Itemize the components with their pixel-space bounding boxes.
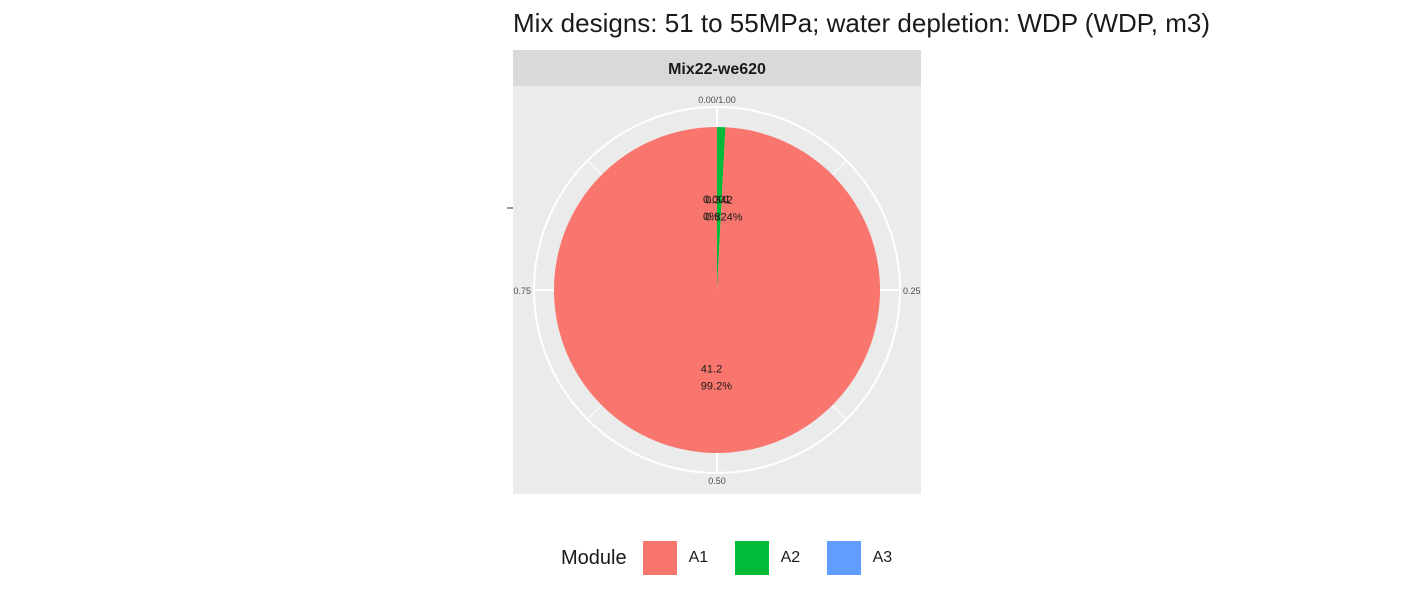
legend-key-a1 bbox=[642, 541, 677, 575]
value-label-a1: 41.2 bbox=[701, 364, 722, 376]
pie-slices bbox=[553, 127, 880, 453]
legend-key-a3 bbox=[826, 541, 861, 575]
angle-tick-label: 0.00/1.00 bbox=[698, 95, 736, 105]
slice-labels: 0.001 0% 0.342 0.824% 41.2 99.2% bbox=[701, 194, 743, 392]
value-label-a2: 0.342 bbox=[705, 194, 733, 206]
legend-item-a2: A2 bbox=[734, 541, 815, 575]
legend-item-a3: A3 bbox=[826, 541, 907, 575]
facet-strip bbox=[513, 50, 921, 86]
legend-item-a1: A1 bbox=[642, 541, 723, 575]
pie-slice-a1 bbox=[553, 127, 880, 453]
legend-title: Module bbox=[561, 546, 627, 569]
legend: Module A1 A2 A3 bbox=[561, 540, 919, 576]
angle-tick-label: 0.25 bbox=[903, 286, 921, 296]
legend-label-a1: A1 bbox=[688, 549, 709, 566]
facet-label: Mix22-we620 bbox=[668, 61, 766, 78]
chart-title: Mix designs: 51 to 55MPa; water depletio… bbox=[513, 8, 1210, 38]
legend-label-a3: A3 bbox=[872, 549, 893, 566]
angle-tick-labels: 0.00/1.00 0.25 0.50 0.75 bbox=[513, 95, 920, 486]
percent-label-a3: 0% bbox=[703, 211, 719, 223]
legend-key-a2 bbox=[734, 541, 769, 575]
percent-label-a1: 99.2% bbox=[701, 381, 732, 393]
percent-label-a2: 0.824% bbox=[705, 211, 743, 223]
pie-slice-a2 bbox=[717, 127, 726, 290]
angle-tick-label: 0.50 bbox=[708, 476, 726, 486]
angle-tick-label: 0.75 bbox=[513, 286, 531, 296]
legend-label-a2: A2 bbox=[780, 549, 801, 566]
value-label-a3: 0.001 bbox=[703, 194, 731, 206]
